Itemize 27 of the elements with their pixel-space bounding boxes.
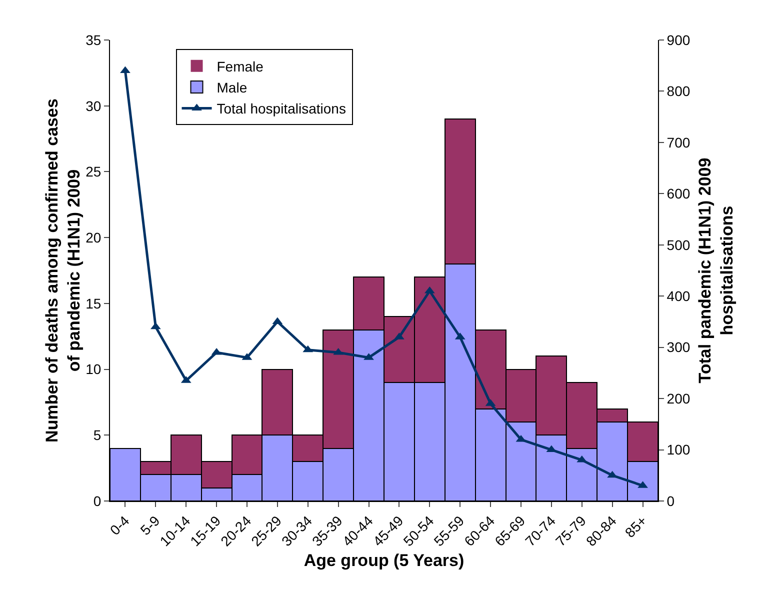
- legend-label: Male: [216, 79, 248, 96]
- y-tick-label: 10: [86, 361, 102, 378]
- y2-tick-label: 300: [666, 339, 690, 356]
- y-tick-label: 0: [93, 492, 102, 509]
- y-tick-label: 20: [86, 229, 102, 246]
- y2-tick-label: 100: [666, 442, 690, 458]
- y-tick-label: 5: [93, 427, 102, 444]
- x-tick-label: 0-4: [106, 512, 132, 538]
- y2-axis-title: Total pandemic (H1N1) 2009 hospitalisations: [696, 158, 737, 384]
- y2-tick-label: 0: [666, 492, 675, 509]
- x-axis-title: Age group (5 Years): [304, 551, 464, 570]
- y2-tick-label: 200: [666, 390, 690, 406]
- legend-label: Total hospitalisations: [216, 100, 346, 117]
- y2-tick-label: 500: [666, 236, 690, 253]
- y-axis-title: Number of deaths among confirmed cases of pandemic (H1N1) 2009: [42, 98, 84, 442]
- y-tick-label: 35: [86, 32, 102, 48]
- y-tick-label: 15: [86, 295, 102, 312]
- legend-label: Female: [216, 58, 264, 74]
- y2-tick-label: 600: [666, 186, 690, 202]
- y-tick-label: 30: [86, 98, 102, 114]
- y2-tick-label: 700: [666, 134, 690, 150]
- y-tick-label: 25: [86, 164, 102, 180]
- y2-tick-label: 900: [666, 32, 690, 48]
- x-tick-label: 85+: [622, 512, 650, 541]
- y2-tick-label: 400: [666, 288, 690, 304]
- y2-tick-label: 800: [666, 83, 690, 100]
- x-tick-label: 5-9: [137, 512, 163, 538]
